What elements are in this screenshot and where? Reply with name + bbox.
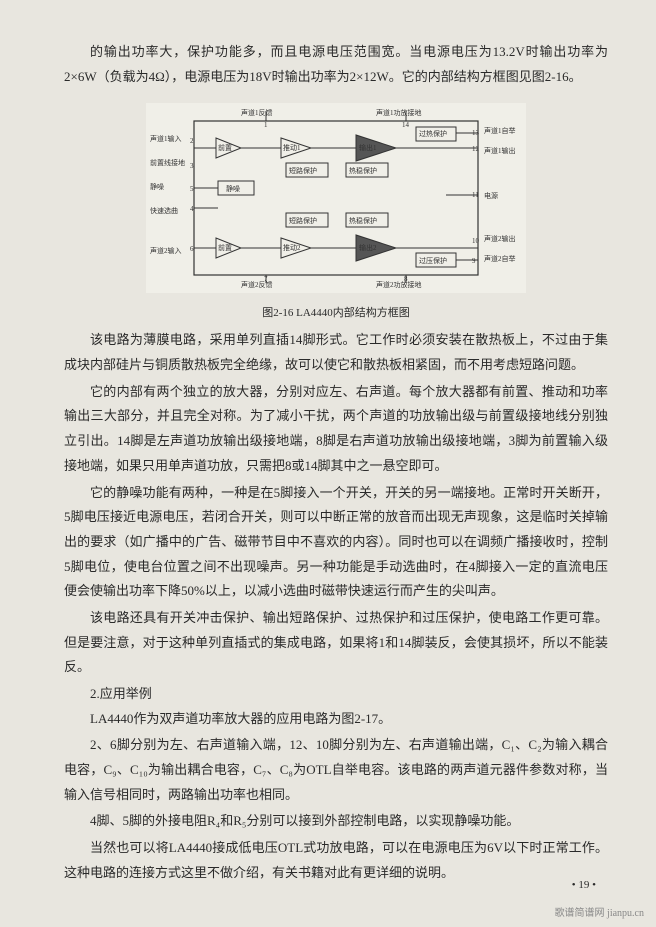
- block-diagram: 声道1反馈 声道1功放接地 声道1输入 前置线接地 静噪 快速选曲 声道2输入 …: [146, 103, 526, 293]
- left-label-ch1: 声道1输入: [150, 134, 182, 143]
- box-stable2: 热稳保护: [349, 216, 377, 225]
- para-3: 它的内部有两个独立的放大器，分别对应左、右声道。每个放大器都有前置、推动和功率输…: [64, 380, 608, 479]
- right-label-power: 电源: [484, 191, 498, 200]
- box-short2: 短路保护: [289, 216, 317, 225]
- box-out1: 输出1: [359, 143, 377, 152]
- para-7: LA4440作为双声道功率放大器的应用电路为图2-17。: [64, 707, 608, 732]
- svg-text:9: 9: [472, 257, 476, 265]
- box-out2: 输出2: [359, 243, 377, 252]
- bottom-label-left: 声道2反馈: [241, 280, 273, 289]
- bottom-label-right: 声道2功放接地: [376, 280, 422, 289]
- svg-text:13: 13: [472, 129, 480, 137]
- para-5: 该电路还具有开关冲击保护、输出短路保护、过热保护和过压保护，使电路工作更可靠。但…: [64, 606, 608, 680]
- svg-text:5: 5: [190, 185, 194, 193]
- box-overheat2: 过压保护: [419, 256, 447, 265]
- para-9: 4脚、5脚的外接电阻R₄和R₅分别可以接到外部控制电路，以实现静噪功能。: [64, 809, 608, 834]
- left-label-ch2: 声道2输入: [150, 246, 182, 255]
- box-mute: 静噪: [226, 184, 240, 193]
- left-label-fastsel: 快速选曲: [150, 206, 178, 215]
- para-4: 它的静噪功能有两种，一种是在5脚接入一个开关，开关的另一端接地。正常时开关断开，…: [64, 481, 608, 604]
- svg-text:8: 8: [404, 275, 408, 283]
- box-drive1: 推动1: [283, 143, 301, 152]
- right-label-out1: 声道1输出: [484, 146, 516, 155]
- box-pre1: 前置: [218, 143, 232, 152]
- box-overheat: 过热保护: [419, 129, 447, 138]
- left-label-pregnd: 前置线接地: [150, 158, 185, 167]
- svg-text:3: 3: [190, 162, 194, 170]
- right-label-boot2: 声道2自举: [484, 254, 516, 263]
- left-label-mute: 静噪: [150, 182, 164, 191]
- top-label-left: 声道1反馈: [241, 108, 273, 117]
- box-drive2: 推动2: [283, 243, 301, 252]
- right-label-boot1: 声道1自举: [484, 126, 516, 135]
- para-8: 2、6脚分别为左、右声道输入端，12、10脚分别为左、右声道输出端，C₁、C₂为…: [64, 733, 608, 807]
- page-number: • 19 •: [572, 879, 596, 891]
- svg-text:12: 12: [472, 145, 480, 153]
- svg-text:4: 4: [190, 205, 194, 213]
- box-short: 短路保护: [289, 166, 317, 175]
- box-stable: 热稳保护: [349, 166, 377, 175]
- svg-text:2: 2: [190, 137, 194, 145]
- svg-text:6: 6: [190, 245, 194, 253]
- diagram-container: 声道1反馈 声道1功放接地 声道1输入 前置线接地 静噪 快速选曲 声道2输入 …: [64, 103, 608, 320]
- para-2: 该电路为薄膜电路，采用单列直插14脚形式。它工作时必须安装在散热板上，不过由于集…: [64, 328, 608, 377]
- intro-paragraph: 的输出功率大，保护功能多，而且电源电压范围宽。当电源电压为13.2V时输出功率为…: [64, 40, 608, 89]
- right-label-out2: 声道2输出: [484, 234, 516, 243]
- watermark: 歌谱简谱网 jianpu.cn: [555, 904, 644, 919]
- svg-text:14: 14: [402, 121, 410, 129]
- diagram-caption: 图2-16 LA4440内部结构方框图: [64, 304, 608, 320]
- top-label-right: 声道1功放接地: [376, 108, 422, 117]
- svg-text:1: 1: [264, 121, 268, 129]
- svg-text:7: 7: [264, 275, 268, 283]
- para-10: 当然也可以将LA4440接成低电压OTL式功放电路，可以在电源电压为6V以下时正…: [64, 836, 608, 885]
- svg-text:10: 10: [472, 237, 480, 245]
- svg-text:11: 11: [472, 191, 479, 199]
- box-pre2: 前置: [218, 243, 232, 252]
- section-label: 2.应用举例: [64, 682, 608, 707]
